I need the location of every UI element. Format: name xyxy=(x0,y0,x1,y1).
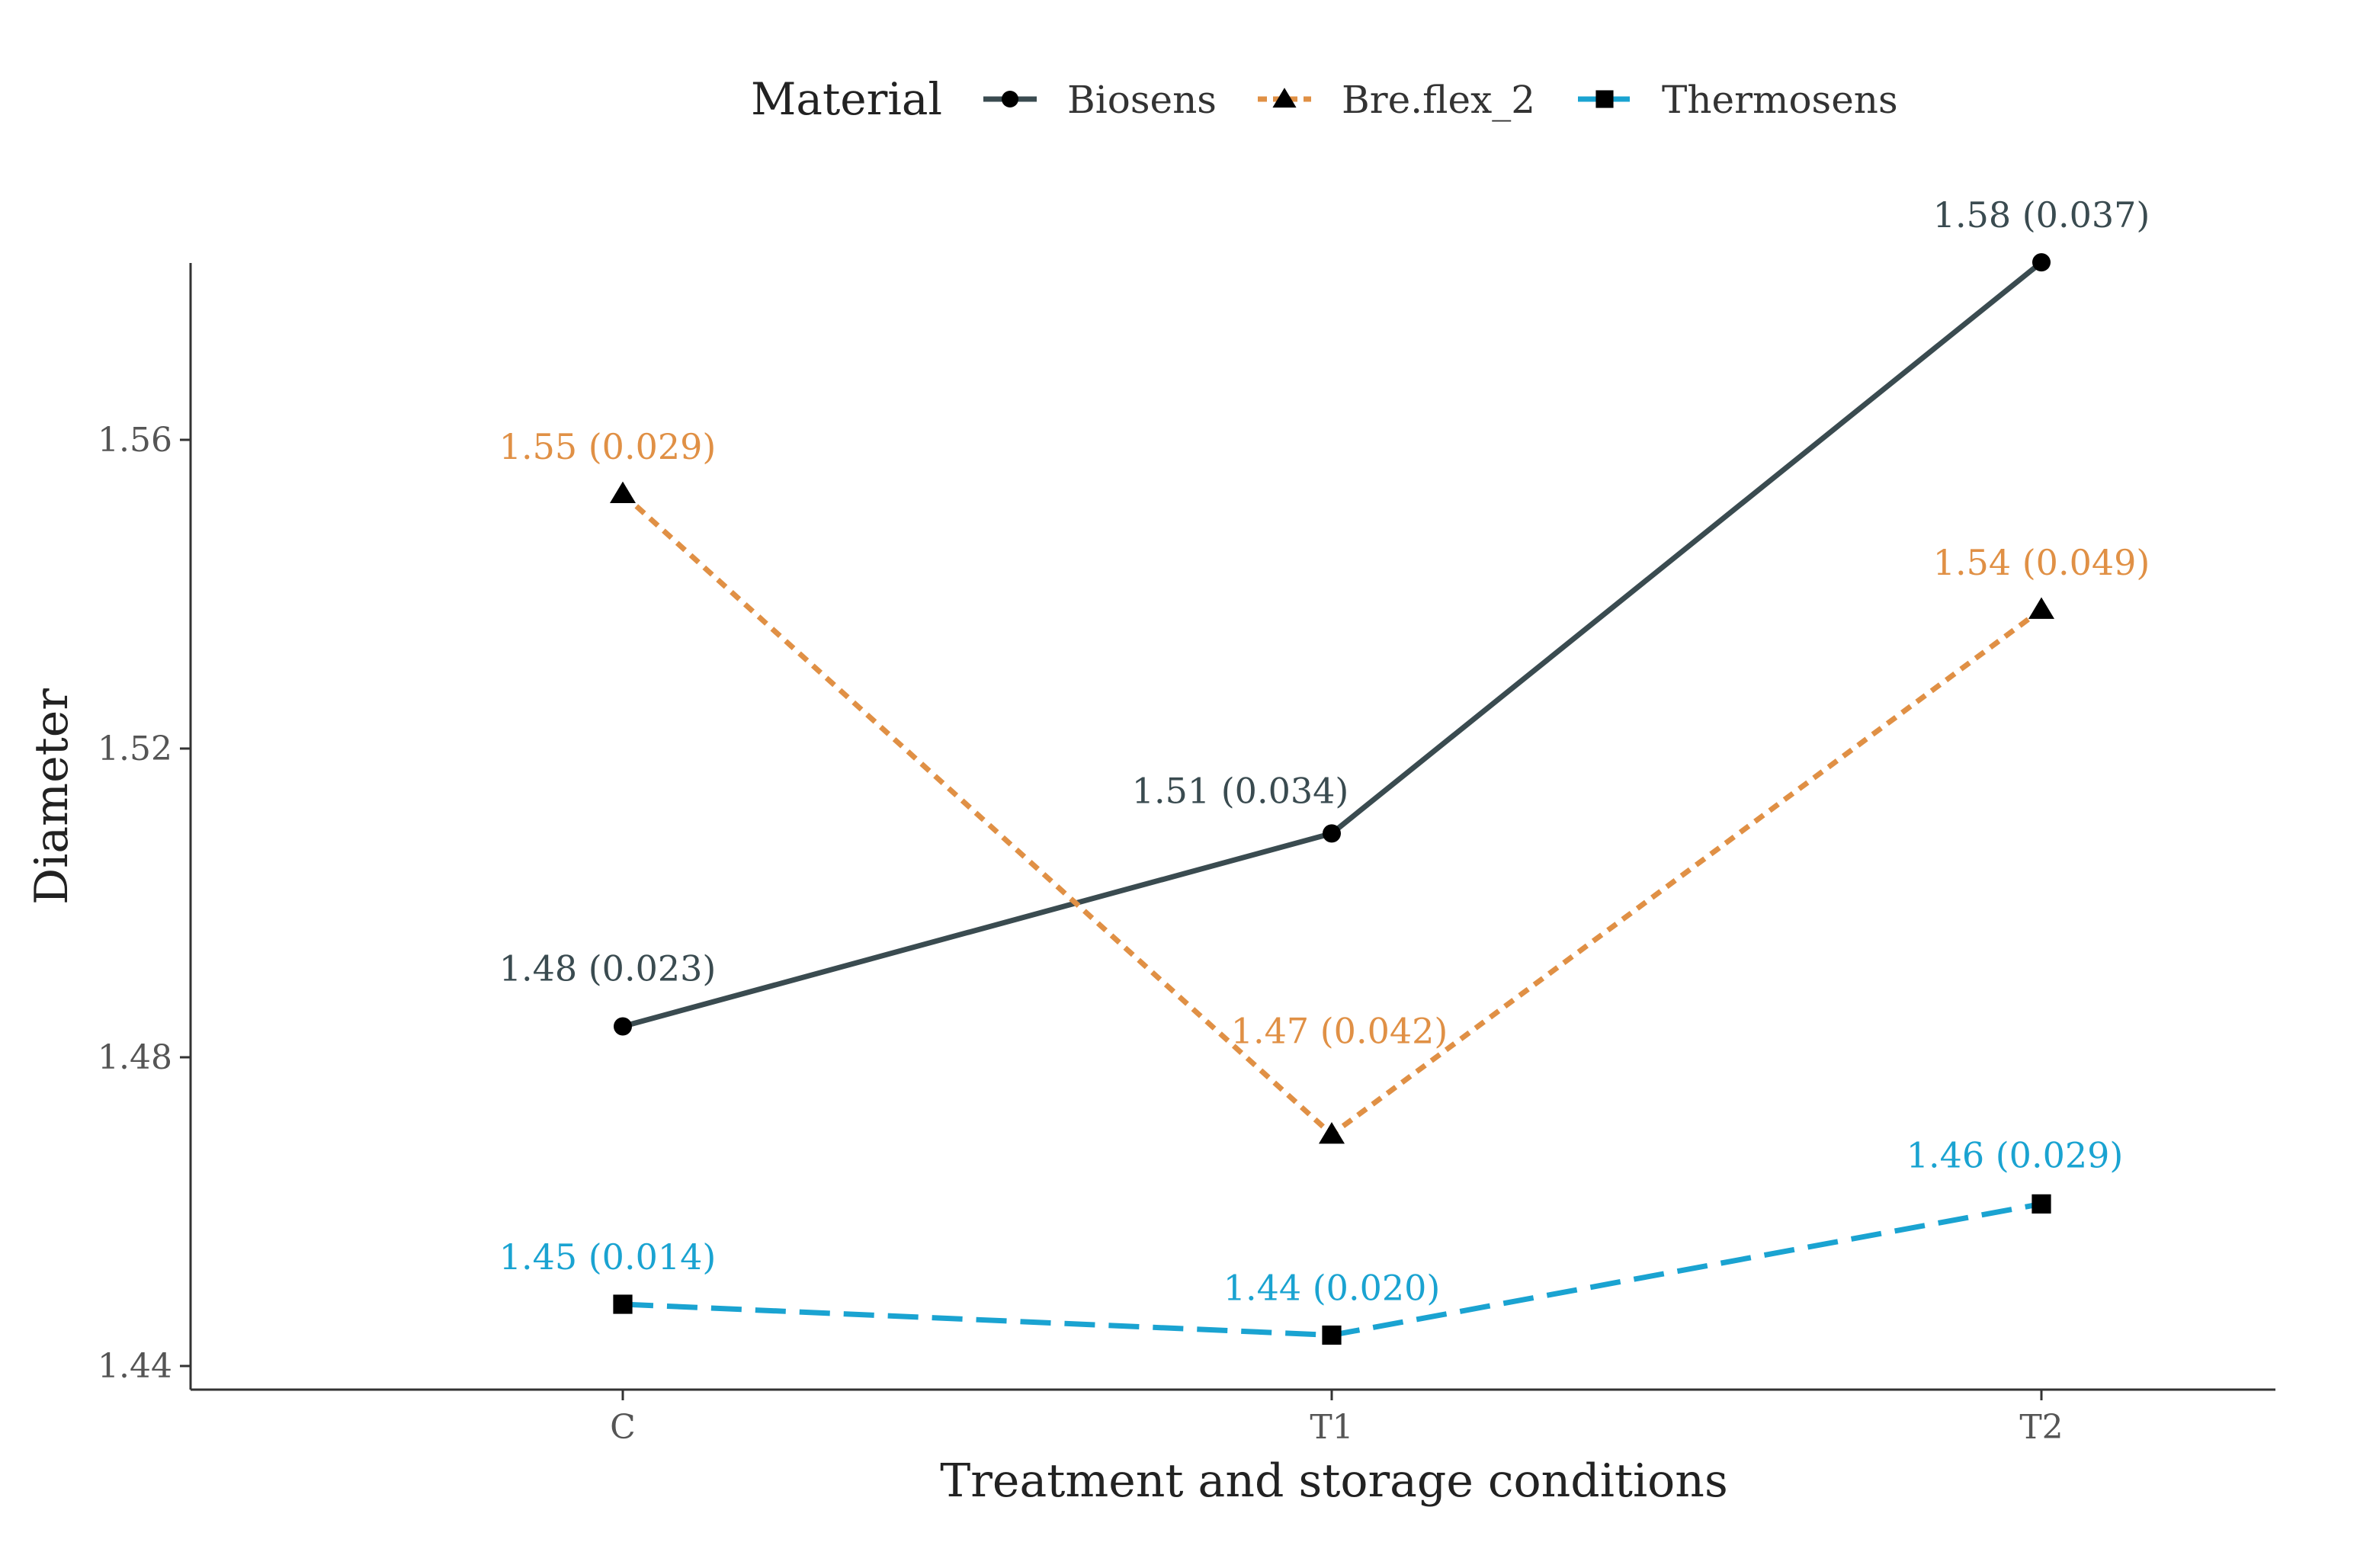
thermosens-point xyxy=(2032,1194,2051,1214)
breflex-point xyxy=(609,481,637,504)
x-tick-label: T1 xyxy=(1310,1408,1353,1447)
breflex-data-label: 1.47 (0.042) xyxy=(1231,1010,1448,1051)
y-axis-title: Diameter xyxy=(25,688,79,905)
thermosens-data-label: 1.44 (0.020) xyxy=(1223,1268,1441,1309)
y-tick-label: 1.44 xyxy=(98,1347,172,1386)
thermosens-point xyxy=(613,1294,633,1314)
legend-title: Material xyxy=(751,73,942,125)
x-tick-label: T2 xyxy=(2019,1408,2063,1447)
x-axis-title: Treatment and storage conditions xyxy=(940,1454,1728,1508)
breflex-point xyxy=(1318,1122,1345,1144)
legend-thermosens-label: Thermosens xyxy=(1662,78,1898,122)
legend-breflex-label: Bre.flex_2 xyxy=(1342,78,1535,122)
breflex-point xyxy=(2028,597,2055,619)
legend-biosens-label: Biosens xyxy=(1067,78,1217,122)
y-tick-label: 1.56 xyxy=(98,421,172,460)
y-tick-label: 1.48 xyxy=(98,1038,172,1077)
x-tick-label: C xyxy=(610,1408,636,1447)
thermosens-data-label: 1.45 (0.014) xyxy=(499,1236,717,1278)
biosens-data-label: 1.58 (0.037) xyxy=(1933,194,2150,236)
y-tick-label: 1.52 xyxy=(98,729,172,768)
biosens-data-label: 1.51 (0.034) xyxy=(1132,770,1349,811)
biosens-point xyxy=(2032,253,2051,272)
legend-biosens-marker xyxy=(1002,91,1018,107)
legend: Material Biosens Bre.flex_2 Thermosens xyxy=(751,73,1898,125)
thermosens-data-label: 1.46 (0.029) xyxy=(1906,1134,2124,1175)
legend-breflex-marker xyxy=(1272,88,1297,108)
biosens-point xyxy=(614,1017,632,1036)
biosens-point xyxy=(1323,824,1341,843)
breflex-data-label: 1.55 (0.029) xyxy=(499,426,717,467)
legend-thermosens-marker xyxy=(1595,90,1614,108)
biosens-data-label: 1.48 (0.023) xyxy=(499,948,717,989)
thermosens-point xyxy=(1322,1325,1342,1345)
breflex-data-label: 1.54 (0.049) xyxy=(1933,542,2150,583)
